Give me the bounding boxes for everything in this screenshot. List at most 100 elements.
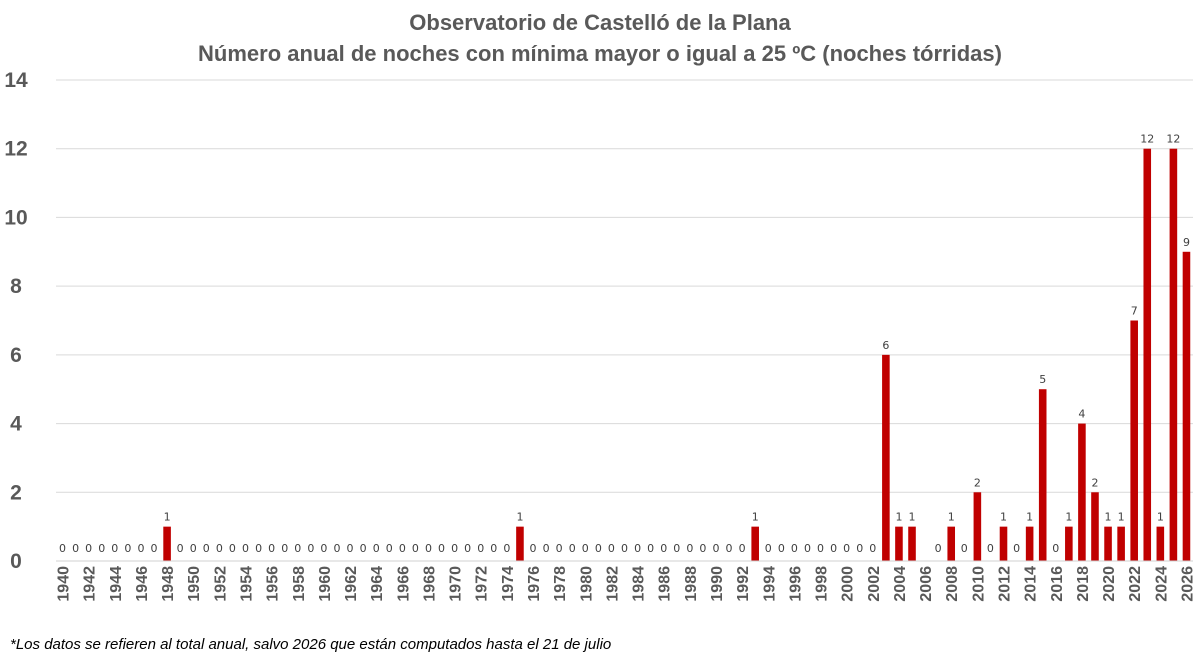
x-tick-label: 1980 — [578, 566, 595, 602]
x-tick-label: 2008 — [944, 566, 961, 602]
data-label-2023: 12 — [1140, 133, 1154, 146]
gridlines — [56, 79, 1193, 493]
x-tick-label: 1944 — [108, 566, 125, 602]
data-label-1962: 0 — [347, 542, 354, 555]
data-label-2014: 1 — [1026, 511, 1033, 524]
x-tick-label: 1966 — [395, 566, 412, 602]
data-label-1995: 0 — [778, 542, 785, 555]
data-label-1992: 0 — [739, 542, 746, 555]
y-tick-label: 10 — [4, 206, 27, 229]
data-label-1997: 0 — [804, 542, 811, 555]
bar-2008 — [947, 526, 956, 561]
x-tick-label: 1946 — [134, 566, 151, 602]
x-tick-label: 2002 — [866, 566, 883, 602]
y-tick-label: 0 — [10, 550, 22, 573]
data-label-1978: 0 — [556, 542, 563, 555]
x-tick-label: 1962 — [343, 566, 360, 602]
data-label-1991: 0 — [726, 542, 733, 555]
data-label-1985: 0 — [647, 542, 654, 555]
data-label-2003: 6 — [882, 339, 889, 352]
data-label-1988: 0 — [686, 542, 693, 555]
data-label-1973: 0 — [490, 542, 497, 555]
data-label-1966: 0 — [399, 542, 406, 555]
data-label-1944: 0 — [111, 542, 118, 555]
data-label-1970: 0 — [451, 542, 458, 555]
x-tick-label: 1956 — [265, 566, 282, 602]
data-label-1952: 0 — [216, 542, 223, 555]
bar-2012 — [999, 526, 1008, 561]
y-tick-label: 14 — [4, 69, 28, 92]
data-label-1951: 0 — [203, 542, 210, 555]
x-tick-label: 1952 — [212, 566, 229, 602]
x-tick-label: 1976 — [526, 566, 543, 602]
data-label-2011: 0 — [987, 542, 994, 555]
x-tick-label: 1940 — [56, 566, 73, 602]
data-label-1987: 0 — [673, 542, 680, 555]
data-label-1948: 1 — [164, 511, 171, 524]
data-label-1975: 1 — [516, 511, 523, 524]
data-label-1963: 0 — [360, 542, 367, 555]
chart-subtitle: Número anual de noches con mínima mayor … — [198, 41, 1002, 66]
x-tick-label: 2024 — [1153, 566, 1170, 602]
data-label-1959: 0 — [307, 542, 314, 555]
data-labels: 0 0 0 0 0 0 0 010 0 0 0 0 0 0 0 0 0 0 0 0 0 0 0 0 0 0 0 0 0 0 0 0 010 0 0 0… — [59, 133, 1190, 555]
bar-1948 — [163, 526, 171, 561]
x-tick-label: 2006 — [918, 566, 935, 602]
x-axis-ticks: 1940 1942 1944 1946 1948 1950 1952 1954 1956 1958… — [56, 566, 1197, 602]
chart-title: Observatorio de Castelló de la Plana — [409, 10, 791, 35]
x-tick-label: 2000 — [840, 566, 857, 602]
x-tick-label: 2020 — [1101, 566, 1118, 602]
x-tick-label: 2014 — [1023, 566, 1040, 602]
bar-2003 — [882, 354, 890, 561]
data-label-1943: 0 — [98, 542, 105, 555]
footnote: *Los datos se refieren al total anual, s… — [10, 636, 612, 653]
data-label-1953: 0 — [229, 542, 236, 555]
x-tick-label: 1978 — [552, 566, 569, 602]
x-tick-label: 1950 — [186, 566, 203, 602]
bar-2017 — [1065, 526, 1073, 561]
data-label-1956: 0 — [268, 542, 275, 555]
y-tick-label: 2 — [10, 481, 22, 504]
y-tick-label: 6 — [10, 344, 22, 367]
data-label-2009: 0 — [961, 542, 968, 555]
data-label-1946: 0 — [137, 542, 144, 555]
bar-2023 — [1143, 148, 1152, 561]
data-label-1958: 0 — [294, 542, 301, 555]
data-label-1947: 0 — [151, 542, 158, 555]
x-tick-label: 1974 — [500, 566, 517, 602]
data-label-2010: 2 — [974, 476, 981, 489]
data-label-1957: 0 — [281, 542, 288, 555]
bar-2022 — [1130, 320, 1138, 561]
bar-2015 — [1038, 389, 1047, 561]
bar-1993 — [751, 526, 759, 561]
x-tick-label: 1998 — [814, 566, 831, 602]
data-label-2012: 1 — [1000, 511, 1007, 524]
bar-2018 — [1078, 423, 1086, 561]
x-tick-label: 1990 — [709, 566, 726, 602]
x-tick-label: 2004 — [892, 566, 909, 602]
data-label-1981: 0 — [595, 542, 602, 555]
data-label-1961: 0 — [333, 542, 340, 555]
bar-2026 — [1182, 251, 1191, 562]
x-tick-label: 1968 — [421, 566, 438, 602]
data-label-1965: 0 — [386, 542, 393, 555]
data-label-1955: 0 — [255, 542, 262, 555]
data-label-2000: 0 — [843, 542, 850, 555]
x-tick-label: 1996 — [787, 566, 804, 602]
data-label-1974: 0 — [503, 542, 510, 555]
data-label-2004: 1 — [895, 511, 902, 524]
data-label-1941: 0 — [72, 542, 79, 555]
data-label-1994: 0 — [765, 542, 772, 555]
data-label-2002: 0 — [869, 542, 876, 555]
x-tick-label: 1992 — [735, 566, 752, 602]
x-tick-label: 1942 — [82, 566, 99, 602]
bar-2005 — [908, 526, 916, 561]
data-label-1993: 1 — [752, 511, 759, 524]
data-label-1983: 0 — [621, 542, 628, 555]
data-label-1996: 0 — [791, 542, 798, 555]
bar-2014 — [1025, 526, 1034, 561]
data-label-1998: 0 — [817, 542, 824, 555]
data-label-1945: 0 — [124, 542, 131, 555]
data-label-2017: 1 — [1065, 511, 1072, 524]
